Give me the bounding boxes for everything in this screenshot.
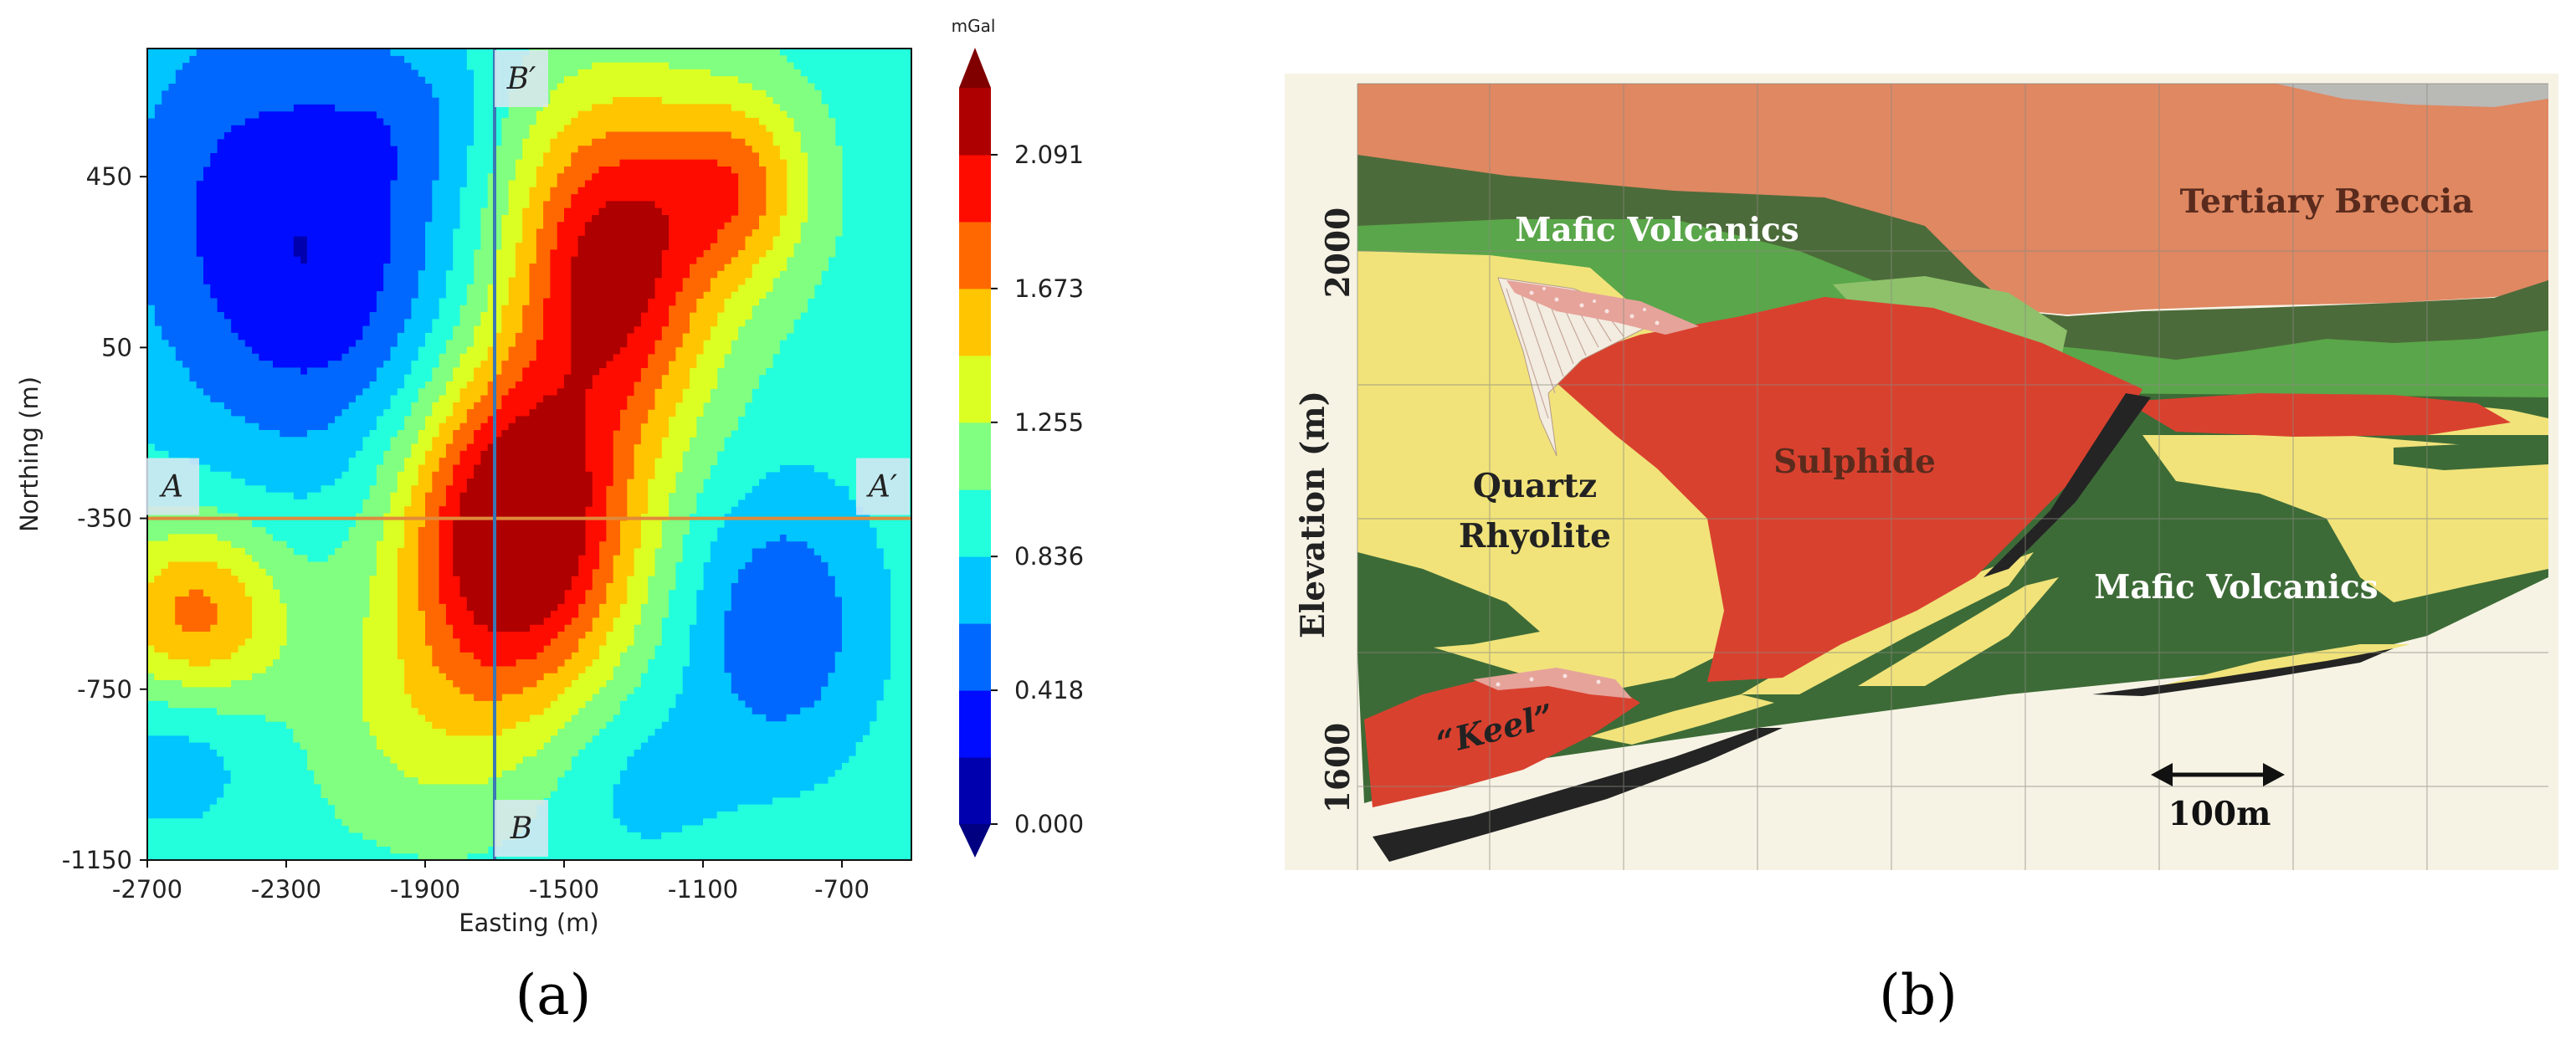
- y-axis-label: Northing (m): [15, 376, 44, 532]
- section-y-tick-1600: 1600: [1319, 723, 1357, 814]
- y-axis-ticks: -1150 -750 -350 50 450: [62, 162, 147, 874]
- colorbar-tick-label: 1.255: [1014, 408, 1084, 437]
- contour-band-10: [453, 201, 670, 632]
- colorbar-segment: [959, 221, 991, 289]
- contour-band-3: [147, 49, 891, 840]
- profile-markers: A A′ B′ B: [146, 50, 910, 857]
- label-sulphide: Sulphide: [1773, 443, 1936, 481]
- colorbar-segment: [959, 489, 991, 557]
- colorbar-segment: [959, 288, 991, 356]
- layer-breccia-lens-pink: [1506, 280, 1699, 335]
- colorbar-segment: [959, 690, 991, 758]
- x-axis-label: Easting (m): [459, 909, 599, 937]
- contour-band-2: [147, 49, 843, 722]
- contour-band-6: [147, 62, 808, 785]
- x-tick-label: -2700: [112, 875, 182, 904]
- y-tick-label: -1150: [62, 846, 132, 874]
- scale-bar: [2151, 763, 2285, 786]
- colorbar-segment: [959, 422, 991, 490]
- layer-tertiary-breccia: [1357, 84, 2548, 315]
- colorbar-tick-label: 0.418: [1014, 676, 1084, 704]
- x-tick-label: -1900: [390, 875, 460, 904]
- svg-text:B′: B′: [506, 62, 536, 96]
- panel-b-cross-section: Tertiary Breccia Mafic Volcanics Sulphid…: [1285, 74, 2558, 1027]
- layer-fault-dark: [1983, 393, 2151, 577]
- layer-sulphide-body: [1540, 297, 2142, 682]
- profile-marker-a: A: [146, 458, 199, 515]
- layer-keel: [1364, 669, 1640, 807]
- label-mafic-volcanics-upper: Mafic Volcanics: [1515, 211, 1799, 249]
- scale-bar-label: 100m: [2168, 795, 2271, 833]
- colorbar-segments: [959, 88, 991, 825]
- colorbar-segment: [959, 88, 991, 156]
- profile-marker-b: B: [495, 800, 548, 857]
- layer-rhyolite-sliver-3: [2159, 644, 2410, 686]
- colorbar-tick-label: 2.091: [1014, 141, 1084, 169]
- y-tick-label: 450: [86, 162, 132, 191]
- layer-keel-rim: [1473, 668, 1632, 699]
- layer-basement: [1373, 728, 1783, 862]
- plot-frame: [146, 48, 912, 861]
- colorbar-tick-label: 0.836: [1014, 542, 1084, 571]
- panel-a-contour-map: -2700 -2300 -1900 -1500 -1100 -700 -1150-750-…: [15, 16, 1084, 1027]
- colorbar-max-extend: [959, 48, 991, 88]
- panel-b-label: (b): [1879, 963, 1958, 1027]
- layer-basement-right: [2092, 648, 2394, 696]
- x-tick-label: -700: [814, 875, 870, 904]
- colorbar-segment: [959, 355, 991, 423]
- label-rhyolite: Rhyolite: [1459, 517, 1611, 556]
- profile-marker-b-prime: B′: [495, 50, 548, 107]
- colorbar-segment: [959, 556, 991, 624]
- colorbar-segment: [959, 154, 991, 223]
- contour-band-1: [196, 104, 398, 376]
- colorbar: 0.000 0.418 0.836 1.255 1.673 2.091 mGal: [952, 16, 1084, 858]
- colorbar-tick-label: 0.000: [1014, 810, 1084, 838]
- layer-rhyolite-keel-band: [1590, 694, 1774, 745]
- label-quartz: Quartz: [1473, 467, 1597, 505]
- layer-sulphide-lens-right-2: [2394, 442, 2548, 470]
- contour-field: [147, 49, 911, 860]
- colorbar-min-extend: [959, 824, 991, 858]
- contour-band-5: [147, 49, 843, 860]
- section-grid: [1357, 83, 2548, 870]
- svg-text:A′: A′: [866, 470, 897, 504]
- colorbar-tick-label: 1.673: [1014, 274, 1084, 303]
- panel-a-label: (a): [516, 963, 592, 1027]
- layer-sulphide-lens-right: [2126, 393, 2511, 437]
- section-y-tick-2000: 2000: [1319, 207, 1357, 299]
- section-y-axis-label: Elevation (m): [1294, 391, 1332, 638]
- x-tick-label: -2300: [251, 875, 321, 904]
- y-tick-label: -750: [77, 675, 132, 704]
- colorbar-unit: mGal: [952, 16, 996, 36]
- svg-text:A: A: [159, 470, 183, 504]
- profile-lines: [147, 49, 911, 860]
- colorbar-segment: [959, 623, 991, 691]
- x-tick-label: -1500: [529, 875, 599, 904]
- contour-band-8: [175, 131, 767, 701]
- layer-breccia-top-grey: [2276, 84, 2548, 107]
- layer-mafic-lens-left: [1357, 552, 1540, 653]
- colorbar-ticks: 0.000 0.418 0.836 1.255 1.673 2.091: [991, 141, 1084, 838]
- profile-marker-a-prime: A′: [856, 458, 910, 515]
- svg-text:B: B: [510, 812, 532, 846]
- x-tick-label: -1100: [668, 875, 738, 904]
- x-axis-ticks: -2700 -2300 -1900 -1500 -1100 -700: [112, 860, 870, 904]
- contour-band-9: [439, 159, 739, 667]
- colorbar-segment: [959, 757, 991, 825]
- label-tertiary-breccia: Tertiary Breccia: [2180, 182, 2474, 221]
- y-tick-label: -350: [77, 504, 132, 533]
- stipple-dots: [1496, 287, 1660, 687]
- y-tick-label: 50: [101, 333, 132, 361]
- label-mafic-volcanics-lower: Mafic Volcanics: [2094, 568, 2378, 607]
- layer-rhyolite-sliver-2: [1858, 577, 2059, 686]
